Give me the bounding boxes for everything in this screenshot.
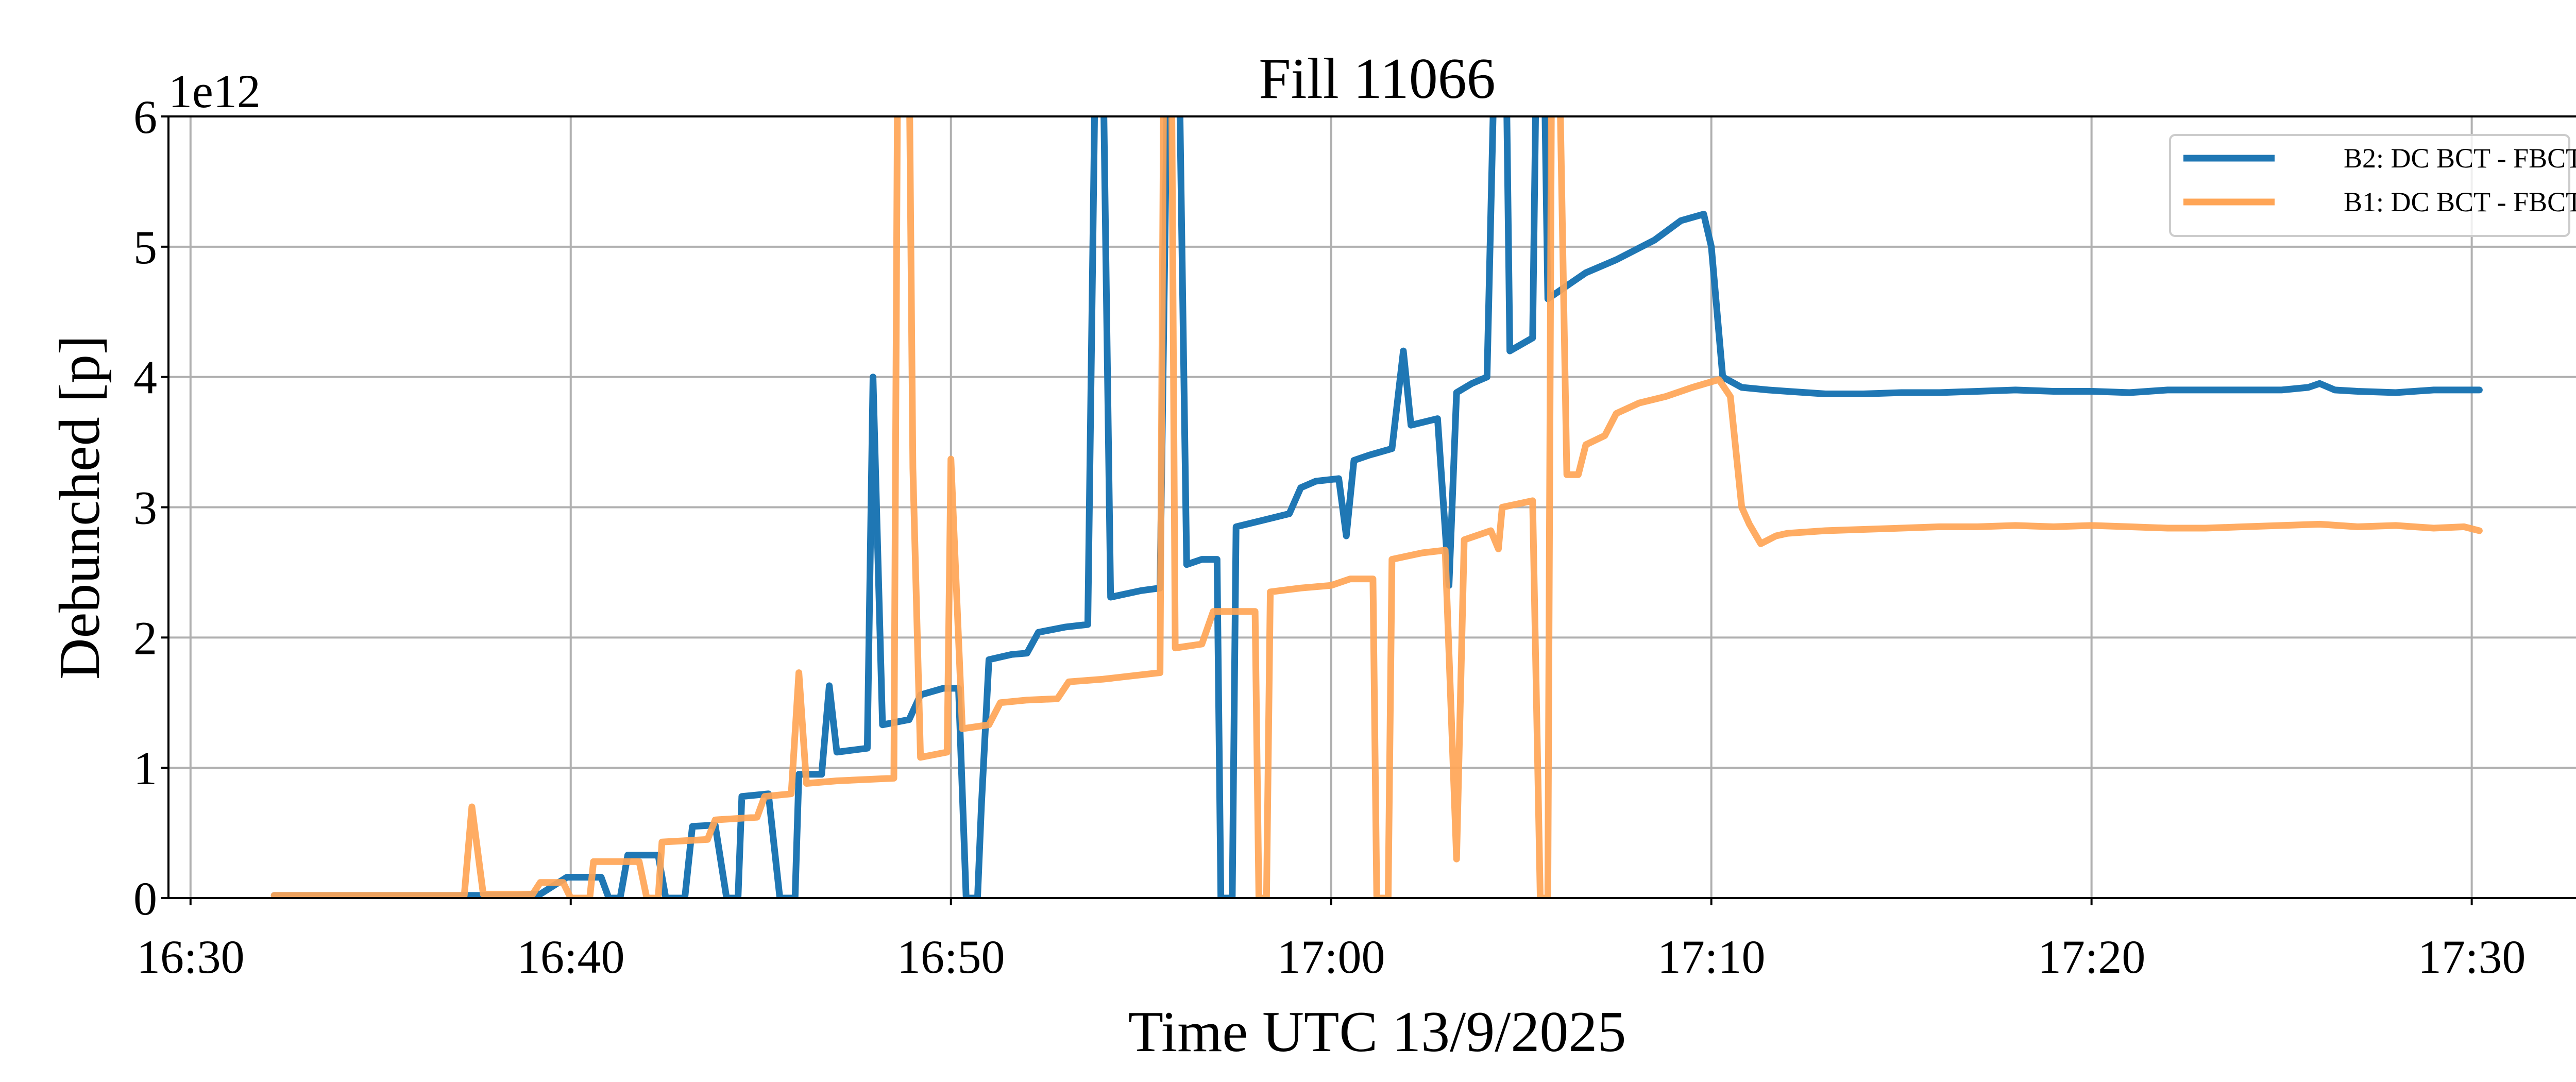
- ticks: 16:30 16:40 16:50 17:00 17:10 17:20 17:30 0 1 2 3 4…: [133, 91, 2526, 983]
- x-tick-label: 16:30: [137, 931, 245, 983]
- y-tick-label: 3: [133, 482, 157, 534]
- series-line-b1: [270, 116, 2483, 898]
- legend-label-b1: B1: DC BCT - FBCT: [2344, 187, 2576, 217]
- x-tick-label: 16:50: [897, 931, 1005, 983]
- series-lines: [270, 116, 2483, 898]
- x-tick-label: 16:40: [517, 931, 625, 983]
- x-tick-label: 17:00: [1277, 931, 1385, 983]
- y-tick-label: 2: [133, 612, 157, 664]
- legend-label-b2: B2: DC BCT - FBCT: [2344, 143, 2576, 174]
- y-tick-label: 4: [133, 351, 157, 404]
- y-tick-label: 0: [133, 872, 157, 925]
- y-offset-label: 1e12: [168, 65, 261, 117]
- y-tick-label: 6: [133, 91, 157, 143]
- x-tick-label: 17:20: [2038, 931, 2146, 983]
- series-line-b2: [270, 116, 2483, 898]
- y-tick-label: 5: [133, 221, 157, 274]
- legend: B2: DC BCT - FBCT B1: DC BCT - FBCT: [2169, 134, 2576, 237]
- x-axis-label: Time UTC 13/9/2025: [1128, 1000, 1626, 1064]
- x-tick-label: 17:30: [2418, 931, 2526, 983]
- x-tick-label: 17:10: [1657, 931, 1766, 983]
- y-tick-label: 1: [133, 742, 157, 794]
- chart-title: Fill 11066: [1259, 47, 1495, 111]
- y-axis-label: Debunched [p]: [48, 335, 112, 680]
